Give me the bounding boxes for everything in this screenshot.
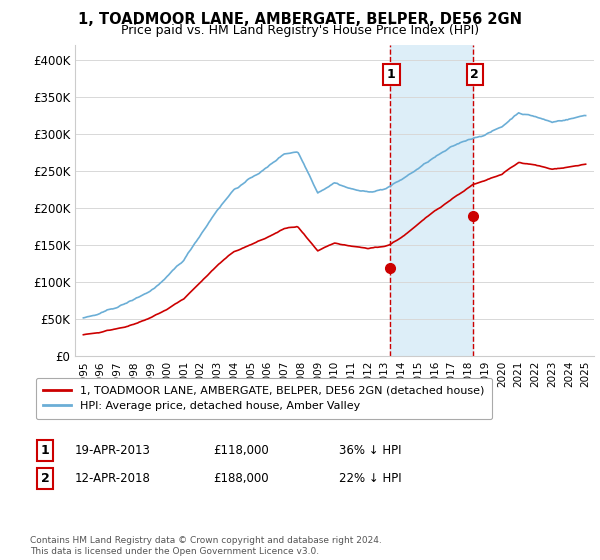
Text: 19-APR-2013: 19-APR-2013 — [75, 444, 151, 458]
Text: Price paid vs. HM Land Registry's House Price Index (HPI): Price paid vs. HM Land Registry's House … — [121, 24, 479, 37]
Text: 1: 1 — [41, 444, 49, 458]
Text: £118,000: £118,000 — [213, 444, 269, 458]
Text: £188,000: £188,000 — [213, 472, 269, 486]
Text: 1: 1 — [387, 68, 396, 81]
Text: 12-APR-2018: 12-APR-2018 — [75, 472, 151, 486]
Bar — [390, 45, 473, 356]
Text: 22% ↓ HPI: 22% ↓ HPI — [339, 472, 401, 486]
Text: 36% ↓ HPI: 36% ↓ HPI — [339, 444, 401, 458]
Text: 2: 2 — [470, 68, 479, 81]
Text: 1, TOADMOOR LANE, AMBERGATE, BELPER, DE56 2GN: 1, TOADMOOR LANE, AMBERGATE, BELPER, DE5… — [78, 12, 522, 27]
Legend: 1, TOADMOOR LANE, AMBERGATE, BELPER, DE56 2GN (detached house), HPI: Average pri: 1, TOADMOOR LANE, AMBERGATE, BELPER, DE5… — [35, 378, 492, 419]
Text: 2: 2 — [41, 472, 49, 486]
Text: Contains HM Land Registry data © Crown copyright and database right 2024.
This d: Contains HM Land Registry data © Crown c… — [30, 536, 382, 556]
